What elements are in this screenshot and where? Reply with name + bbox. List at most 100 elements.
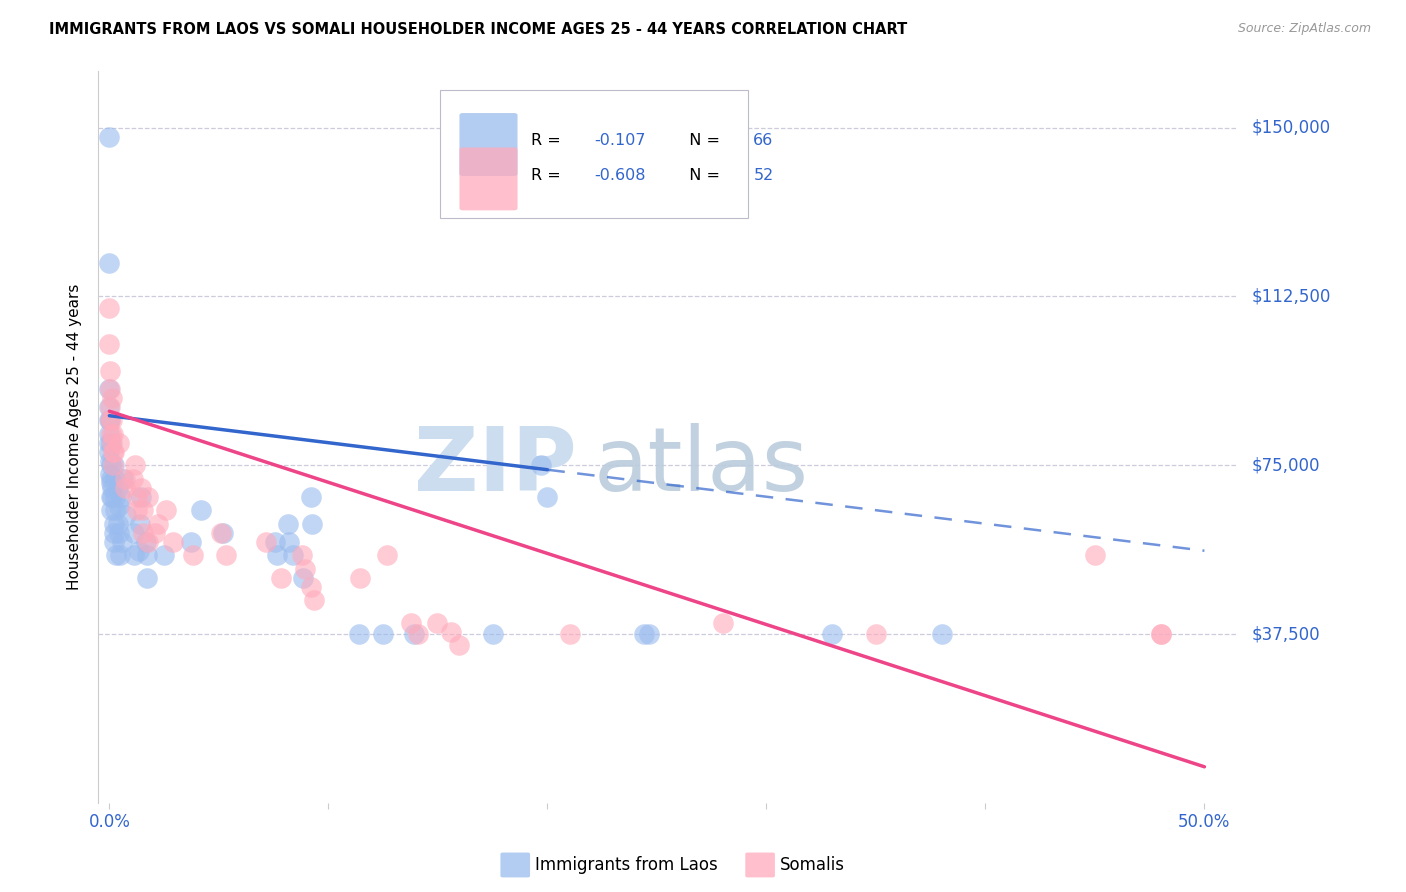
- FancyBboxPatch shape: [460, 113, 517, 176]
- Point: [111, 472, 134, 486]
- Point: [104, 503, 127, 517]
- Point: [103, 525, 125, 540]
- Point: [108, 499, 131, 513]
- Point: [100, 472, 122, 486]
- Point: [122, 525, 145, 540]
- Point: [633, 627, 655, 641]
- Point: [98, 426, 121, 441]
- Point: [100, 426, 122, 441]
- FancyBboxPatch shape: [501, 853, 530, 878]
- Point: [301, 580, 323, 594]
- Point: [127, 503, 149, 517]
- Text: ZIP: ZIP: [413, 423, 576, 510]
- Point: [131, 525, 153, 540]
- Point: [215, 548, 238, 562]
- Text: -0.107: -0.107: [593, 133, 645, 148]
- Point: [101, 435, 124, 450]
- Text: $75,000: $75,000: [1251, 456, 1320, 475]
- Point: [101, 391, 124, 405]
- Point: [821, 627, 844, 641]
- Point: [107, 435, 129, 450]
- Point: [291, 571, 314, 585]
- Text: atlas: atlas: [593, 423, 808, 510]
- Point: [114, 508, 136, 522]
- Point: [107, 516, 129, 531]
- Point: [294, 562, 316, 576]
- Point: [406, 627, 429, 641]
- Point: [373, 627, 395, 641]
- Point: [101, 481, 124, 495]
- Point: [270, 571, 292, 585]
- Point: [638, 627, 661, 641]
- Point: [104, 472, 127, 486]
- Point: [100, 503, 122, 517]
- Point: [375, 548, 398, 562]
- Point: [128, 543, 150, 558]
- Text: -0.608: -0.608: [593, 168, 645, 183]
- Point: [107, 481, 129, 495]
- Point: [530, 458, 553, 473]
- Point: [132, 503, 155, 517]
- FancyBboxPatch shape: [460, 147, 517, 211]
- Point: [291, 548, 314, 562]
- Point: [98, 129, 121, 144]
- Point: [263, 534, 285, 549]
- Point: [536, 490, 558, 504]
- Point: [101, 458, 124, 473]
- Point: [110, 490, 132, 504]
- Text: 66: 66: [754, 133, 773, 148]
- Point: [98, 255, 121, 269]
- Point: [98, 444, 121, 458]
- Point: [301, 516, 323, 531]
- Point: [101, 426, 124, 441]
- Point: [98, 413, 121, 427]
- Point: [104, 548, 127, 562]
- Point: [209, 525, 232, 540]
- Text: IMMIGRANTS FROM LAOS VS SOMALI HOUSEHOLDER INCOME AGES 25 - 44 YEARS CORRELATION: IMMIGRANTS FROM LAOS VS SOMALI HOUSEHOLD…: [49, 22, 907, 37]
- FancyBboxPatch shape: [745, 853, 775, 878]
- FancyBboxPatch shape: [440, 90, 748, 218]
- Point: [447, 638, 470, 652]
- Point: [98, 400, 121, 414]
- Y-axis label: Householder Income Ages 25 - 44 years: Householder Income Ages 25 - 44 years: [67, 284, 83, 591]
- Point: [162, 534, 184, 549]
- Text: Somalis: Somalis: [779, 856, 845, 874]
- Point: [283, 548, 305, 562]
- Point: [103, 458, 125, 473]
- Point: [98, 467, 121, 482]
- Point: [103, 534, 125, 549]
- Point: [482, 627, 505, 641]
- Point: [111, 534, 134, 549]
- Point: [129, 490, 152, 504]
- Point: [931, 627, 953, 641]
- Point: [402, 627, 425, 641]
- Point: [121, 472, 143, 486]
- Point: [114, 481, 136, 495]
- Point: [100, 490, 122, 504]
- Point: [711, 615, 734, 630]
- Text: Source: ZipAtlas.com: Source: ZipAtlas.com: [1237, 22, 1371, 36]
- Text: N =: N =: [679, 168, 725, 183]
- Text: $37,500: $37,500: [1251, 625, 1320, 643]
- Point: [155, 503, 177, 517]
- Point: [277, 516, 299, 531]
- Point: [101, 413, 124, 427]
- Point: [181, 548, 204, 562]
- Point: [104, 490, 127, 504]
- Point: [302, 593, 325, 607]
- Text: R =: R =: [531, 168, 567, 183]
- Point: [278, 534, 301, 549]
- Point: [98, 400, 121, 414]
- Text: R =: R =: [531, 133, 567, 148]
- Point: [98, 301, 121, 315]
- Text: $150,000: $150,000: [1251, 119, 1330, 136]
- Point: [100, 435, 122, 450]
- Point: [101, 490, 124, 504]
- Text: $112,500: $112,500: [1251, 287, 1330, 305]
- Point: [865, 627, 887, 641]
- Text: N =: N =: [679, 133, 725, 148]
- Point: [349, 627, 371, 641]
- Point: [136, 571, 159, 585]
- Point: [266, 548, 288, 562]
- Point: [426, 615, 449, 630]
